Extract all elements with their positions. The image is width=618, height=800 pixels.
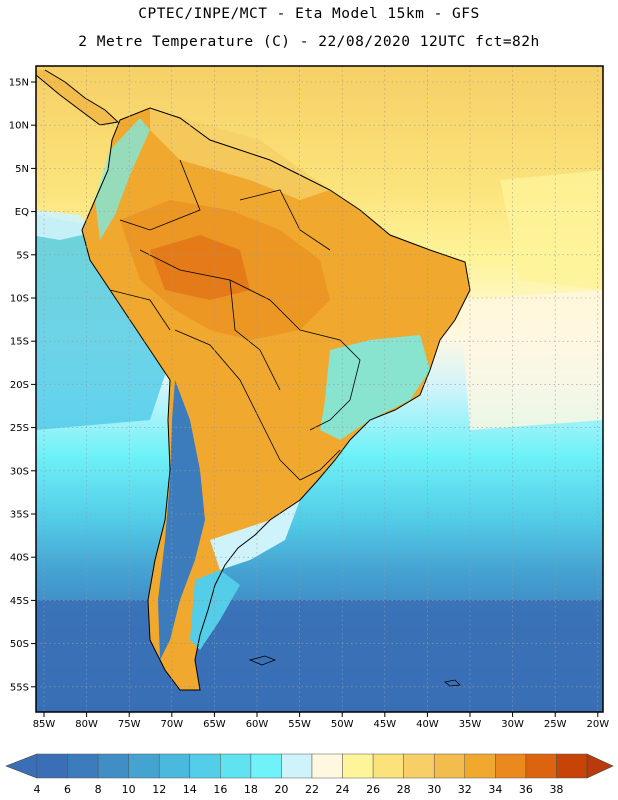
lon-tick-label: 75W xyxy=(118,719,141,730)
lon-tick-label: 70W xyxy=(160,719,183,730)
colorbar-arrow-low xyxy=(5,753,38,779)
colorbar-box xyxy=(97,753,129,779)
longitude-axis: 85W 80W 75W 70W 65W 60W 55W 50W 45W 40W 35W 30W 25W 2… xyxy=(33,712,609,730)
colorbar-label: 20 xyxy=(274,783,288,796)
lat-tick-label: 20S xyxy=(10,380,29,391)
colorbar-label: 6 xyxy=(64,783,71,796)
lat-tick-label: 25S xyxy=(10,423,29,434)
colorbar-label: 4 xyxy=(34,783,41,796)
plot-area xyxy=(36,66,603,712)
lon-tick-label: 20W xyxy=(586,719,609,730)
colorbar-box xyxy=(403,753,435,779)
lon-tick-label: 55W xyxy=(288,719,311,730)
colorbar-box xyxy=(556,753,588,779)
lon-tick-label: 25W xyxy=(544,719,567,730)
chart-subtitle: 2 Metre Temperature (C) - 22/08/2020 12U… xyxy=(78,34,540,50)
central-america-land xyxy=(36,70,118,125)
colorbar-label: 8 xyxy=(95,783,102,796)
colorbar-label: 28 xyxy=(397,783,411,796)
colorbar-box xyxy=(433,753,466,779)
lat-tick-label: 5S xyxy=(16,250,29,261)
colorbar-label: 30 xyxy=(427,783,441,796)
colorbar-box xyxy=(67,753,99,779)
colorbar-box xyxy=(250,753,282,779)
colorbar-box xyxy=(342,753,374,779)
colorbar-box xyxy=(36,753,68,779)
colorbar-box xyxy=(220,753,252,779)
lon-tick-label: 45W xyxy=(373,719,396,730)
colorbar-label: 26 xyxy=(366,783,380,796)
latitude-axis: 15N 10N 5N EQ 5S 10S 15S 20S 25S 30S 35S 40S 45S 50S 5… xyxy=(9,78,36,693)
lat-tick-label: 15S xyxy=(10,337,29,348)
colorbar-label: 32 xyxy=(458,783,472,796)
lat-tick-label: EQ xyxy=(15,207,29,218)
colorbar-box xyxy=(281,753,313,779)
lat-tick-label: 55S xyxy=(10,682,29,693)
colorbar-box xyxy=(311,753,343,779)
colorbar-box xyxy=(495,753,527,779)
colorbar-label: 14 xyxy=(183,783,197,796)
colorbar-label: 22 xyxy=(305,783,319,796)
colorbar-label: 34 xyxy=(488,783,502,796)
lon-tick-label: 80W xyxy=(75,719,98,730)
lat-tick-label: 35S xyxy=(10,510,29,521)
map-grid xyxy=(36,66,603,712)
lon-tick-label: 35W xyxy=(459,719,482,730)
lon-tick-label: 85W xyxy=(33,719,56,730)
colorbar-label: 18 xyxy=(244,783,258,796)
lat-tick-label: 5N xyxy=(15,164,29,175)
lon-tick-label: 50W xyxy=(331,719,354,730)
colorbar-label: 10 xyxy=(122,783,136,796)
colorbar-arrow-high xyxy=(586,753,614,779)
colorbar: 4 6 8 10 12 14 16 18 20 22 24 26 28 30 32 34 36 38 xyxy=(5,753,614,796)
lat-tick-label: 50S xyxy=(10,639,29,650)
chart-title: CPTEC/INPE/MCT - Eta Model 15km - GFS xyxy=(138,6,480,22)
lat-tick-label: 30S xyxy=(10,466,29,477)
colorbar-label: 12 xyxy=(152,783,166,796)
lat-tick-label: 15N xyxy=(9,78,29,89)
lon-tick-label: 40W xyxy=(416,719,439,730)
colorbar-box xyxy=(372,753,404,779)
lat-tick-label: 40S xyxy=(10,553,29,564)
colorbar-box xyxy=(189,753,221,779)
colorbar-label: 38 xyxy=(549,783,563,796)
lon-tick-label: 65W xyxy=(203,719,226,730)
colorbar-label: 16 xyxy=(213,783,227,796)
colorbar-label: 24 xyxy=(336,783,350,796)
colorbar-box xyxy=(158,753,191,779)
lon-tick-label: 30W xyxy=(501,719,524,730)
lat-tick-label: 10N xyxy=(9,121,29,132)
lat-tick-label: 10S xyxy=(10,294,29,305)
colorbar-label: 36 xyxy=(519,783,533,796)
colorbar-box xyxy=(128,753,160,779)
colorbar-box xyxy=(464,753,496,779)
lat-tick-label: 45S xyxy=(10,596,29,607)
lon-tick-label: 60W xyxy=(246,719,269,730)
colorbar-box xyxy=(525,753,557,779)
plot-frame xyxy=(35,65,604,713)
